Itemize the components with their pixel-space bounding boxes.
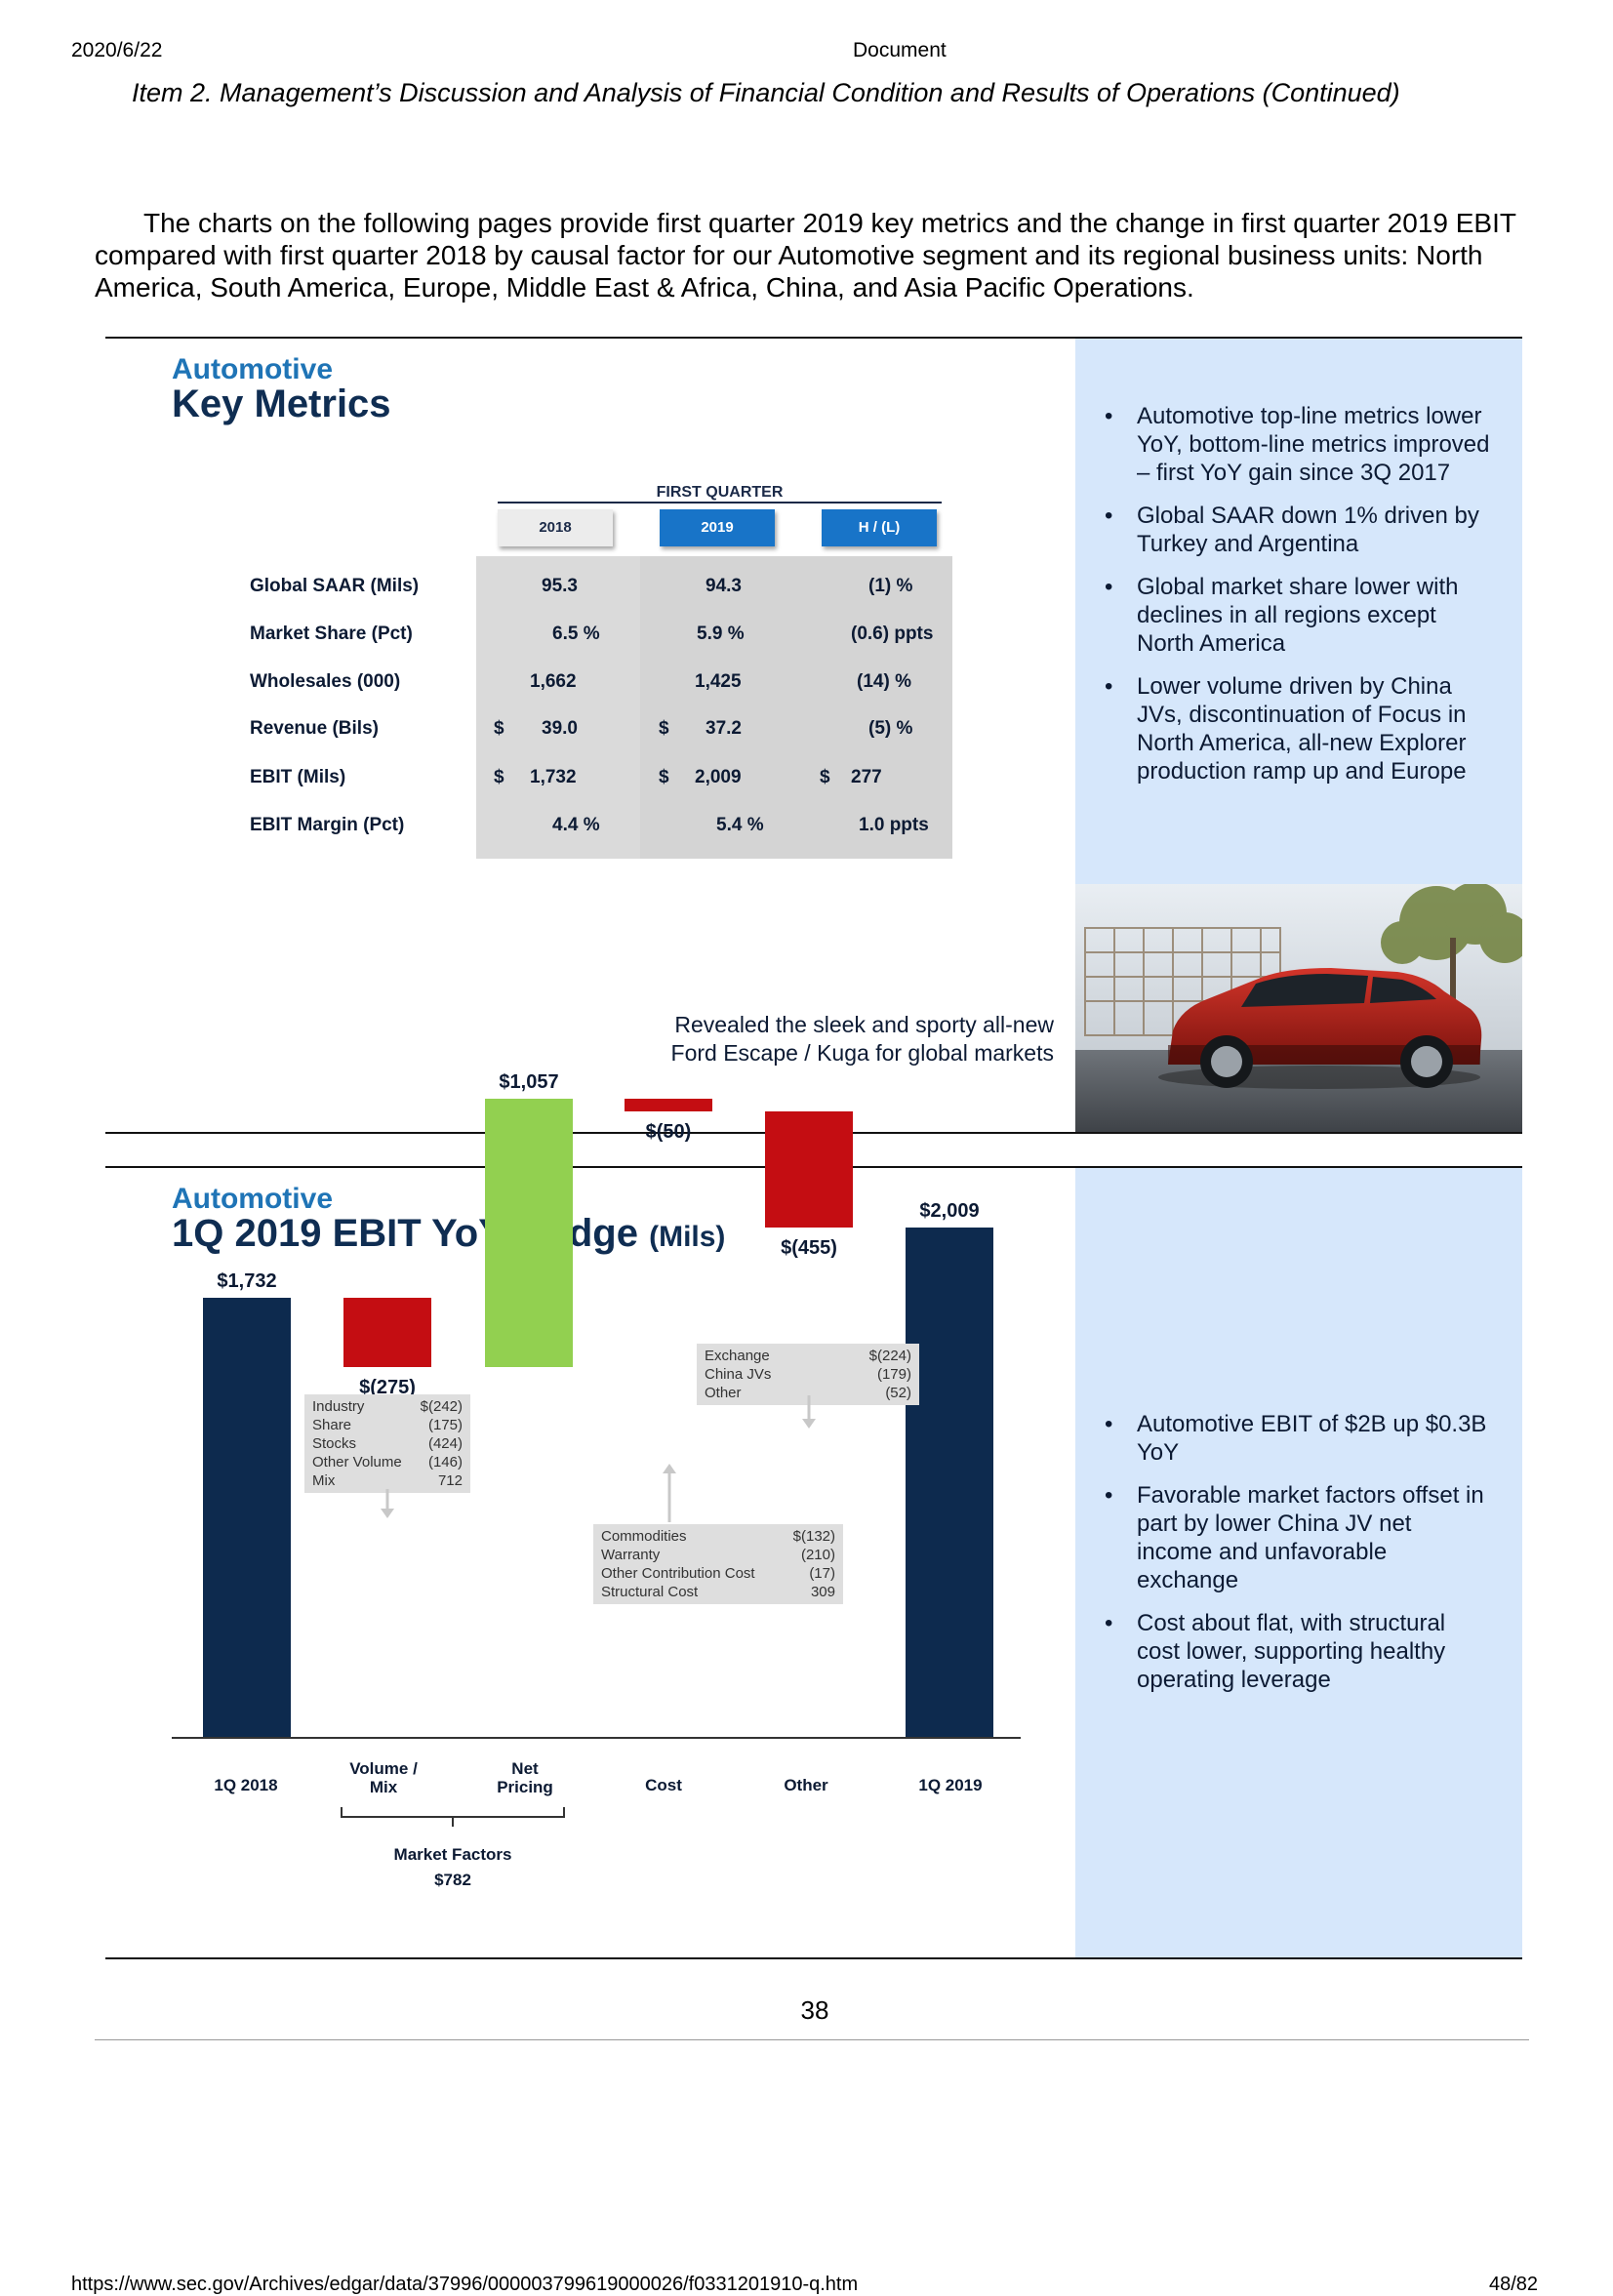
value-2018: 95.3 — [542, 576, 578, 596]
bar-value-label: $(50) — [645, 1121, 692, 1144]
bullet-item: Global market share lower with declines … — [1101, 573, 1491, 658]
bullet-item: Lower volume driven by China JVs, discon… — [1101, 672, 1491, 785]
x-label-net-pricing: Net Pricing — [497, 1759, 553, 1796]
value-2018: 1,732 — [530, 767, 577, 787]
slide-bottom-rule — [105, 1957, 1522, 1959]
bar-value-label: $2,009 — [919, 1199, 980, 1222]
row-label: Global SAAR (Mils) — [250, 576, 420, 596]
footer-url[interactable]: https://www.sec.gov/Archives/edgar/data/… — [71, 2274, 859, 2295]
value-2018: 1,662 — [530, 671, 577, 692]
bullet-item: Automotive EBIT of $2B up $0.3B YoY — [1101, 1410, 1491, 1467]
market-factors-label: Market Factors $782 — [393, 1845, 512, 1889]
value-hl: 1.0 ppts — [859, 815, 929, 835]
bar-1q-2019 — [906, 1227, 993, 1737]
intro-paragraph: The charts on the following pages provid… — [95, 208, 1516, 302]
bar-other — [765, 1111, 853, 1228]
section-label: Automotive — [172, 353, 333, 385]
row-label: Market Share (Pct) — [250, 624, 413, 644]
x-label-volume-mix: Volume / Mix — [349, 1759, 418, 1796]
value-2018: 39.0 — [542, 718, 578, 739]
bullet-item: Global SAAR down 1% driven by Turkey and… — [1101, 502, 1491, 558]
currency-2019: $ — [659, 767, 669, 787]
slide-title: 1Q 2019 EBIT YoY Bridge (Mils) — [172, 1212, 726, 1255]
currency-2018: $ — [494, 718, 504, 739]
bullet-item: Automotive top-line metrics lower YoY, b… — [1101, 402, 1491, 487]
market-factors-bracket — [341, 1807, 565, 1827]
value-hl: (0.6) ppts — [851, 624, 934, 644]
period-header: FIRST QUARTER — [656, 484, 784, 501]
currency-hl: $ — [820, 767, 830, 787]
bar-net-pricing — [485, 1099, 573, 1368]
col-header-2018: 2018 — [498, 509, 613, 546]
print-date: 2020/6/22 — [71, 39, 163, 61]
volume-mix-detail-box: Industry $(242) Share (175) Stocks (424) Ot… — [304, 1394, 470, 1493]
x-label-cost: Cost — [645, 1776, 682, 1794]
bar-value-label: $1,057 — [499, 1071, 559, 1094]
row-label: Wholesales (000) — [250, 671, 401, 692]
print-title: Document — [853, 39, 947, 61]
value-2019: 1,425 — [695, 671, 742, 692]
value-hl: (5) % — [868, 718, 913, 739]
currency-2018: $ — [494, 767, 504, 787]
bridge-bullets: Automotive EBIT of $2B up $0.3B YoY Favo… — [1101, 1410, 1491, 1709]
footer-page-count: 48/82 — [1489, 2274, 1539, 2295]
col-2018-shade — [476, 556, 640, 859]
slide-title: Key Metrics — [172, 383, 391, 425]
value-2019: 37.2 — [706, 718, 742, 739]
bar-value-label: $(275) — [359, 1377, 416, 1399]
other-detail-box: Exchange $(224) China JVs (179) Other (52) — [697, 1344, 919, 1405]
x-axis-line — [172, 1737, 1021, 1739]
value-2019: 2,009 — [695, 767, 742, 787]
item-heading: Item 2. Management’s Discussion and Anal… — [132, 78, 1400, 107]
cost-detail-box: Commodities $(132) Warranty (210) Other Co… — [593, 1524, 843, 1604]
x-label-1q-2018: 1Q 2018 — [214, 1776, 278, 1794]
value-2018: 6.5 % — [552, 624, 600, 644]
page-number: 38 — [800, 1995, 829, 2025]
value-hl: (1) % — [868, 576, 913, 596]
bar-value-label: $(455) — [781, 1236, 837, 1259]
row-label: Revenue (Bils) — [250, 718, 379, 739]
value-2019: 5.4 % — [716, 815, 764, 835]
x-label-1q-2019: 1Q 2019 — [918, 1776, 983, 1794]
currency-2019: $ — [659, 718, 669, 739]
section-label: Automotive — [172, 1183, 333, 1215]
bar-cost — [625, 1099, 712, 1112]
bar-value-label: $1,732 — [217, 1269, 277, 1292]
value-2019: 94.3 — [706, 576, 742, 596]
value-hl: 277 — [851, 767, 882, 787]
key-metrics-bullets: Automotive top-line metrics lower YoY, b… — [1101, 402, 1491, 800]
row-label: EBIT (Mils) — [250, 767, 346, 787]
bullet-item: Favorable market factors offset in part … — [1101, 1481, 1491, 1594]
value-2018: 4.4 % — [552, 815, 600, 835]
page-divider — [95, 2039, 1529, 2040]
ford-escape-photo — [1075, 884, 1522, 1133]
bar-1q-2018 — [203, 1297, 291, 1737]
col-header-hl: H / (L) — [822, 509, 937, 546]
row-label: EBIT Margin (Pct) — [250, 815, 405, 835]
col-2019-shade — [640, 556, 952, 859]
value-2019: 5.9 % — [697, 624, 745, 644]
bullet-item: Cost about flat, with structural cost lo… — [1101, 1609, 1491, 1694]
col-header-2019: 2019 — [660, 509, 775, 546]
photo-caption: Revealed the sleek and sporty all-new Fo… — [670, 1012, 1054, 1066]
slide-top-rule — [105, 337, 1522, 339]
bar-volume-mix — [343, 1297, 431, 1368]
value-hl: (14) % — [857, 671, 911, 692]
period-underline — [498, 502, 942, 504]
x-label-other: Other — [784, 1776, 828, 1794]
